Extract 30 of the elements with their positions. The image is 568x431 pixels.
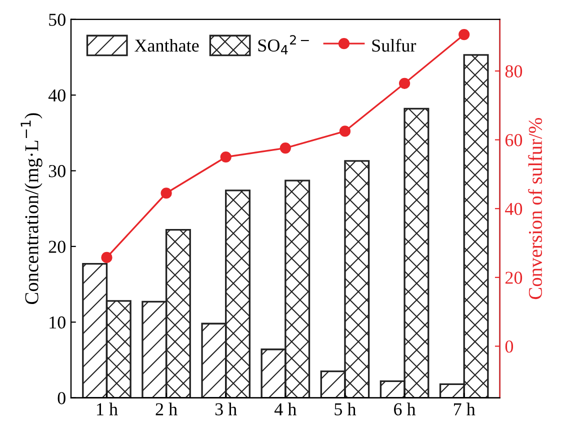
y2-tick-label: 0 bbox=[505, 340, 514, 353]
y2-tick-label: 80 bbox=[505, 65, 522, 78]
y2-axis-title: Conversion of sulfur/% bbox=[528, 118, 542, 300]
legend-label: SO$_{4}$$^{2−}$ bbox=[258, 35, 309, 54]
y-tick-label: 0 bbox=[58, 392, 66, 404]
point bbox=[458, 28, 470, 40]
x-tick-label: 5 h bbox=[334, 402, 356, 416]
y-tick-label: 10 bbox=[50, 316, 66, 329]
y-tick-label: 50 bbox=[49, 14, 66, 26]
point bbox=[398, 78, 410, 89]
x-tick-label: 7 h bbox=[454, 402, 476, 416]
x-tick-label: 4 h bbox=[274, 402, 296, 416]
y2-tick-label: 40 bbox=[505, 202, 522, 216]
legend-label: Sulfur bbox=[372, 38, 416, 52]
y-tick-label: 30 bbox=[48, 165, 66, 178]
y-tick-label: 40 bbox=[48, 89, 66, 102]
x-tick-label: 6 h bbox=[394, 402, 416, 416]
y-axis-title: Concentration/(mg·L$^{−1}$) bbox=[20, 113, 42, 304]
y-tick-label: 20 bbox=[48, 240, 66, 253]
point bbox=[160, 188, 172, 199]
x-tick-label: 3 h bbox=[215, 402, 237, 416]
y2-tick-label: 60 bbox=[505, 134, 522, 146]
point bbox=[339, 126, 351, 137]
legend-label: Xanthate bbox=[134, 39, 199, 52]
x-tick-label: 2 h bbox=[156, 402, 178, 416]
y2-tick-label: 20 bbox=[505, 272, 522, 284]
point bbox=[101, 252, 112, 264]
point bbox=[220, 151, 232, 163]
point bbox=[280, 142, 291, 154]
x-tick-label: 1 h bbox=[97, 402, 118, 416]
